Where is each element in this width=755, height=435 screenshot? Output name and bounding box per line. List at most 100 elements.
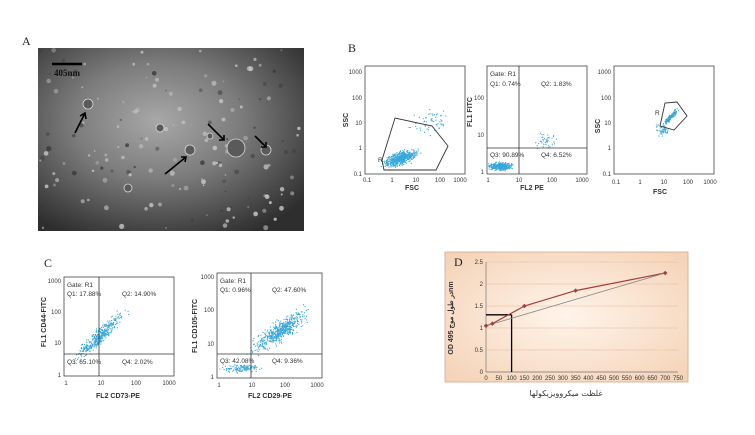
flow-event bbox=[406, 156, 408, 158]
d-xtick: 400 bbox=[583, 376, 594, 382]
flow-event bbox=[492, 165, 494, 167]
flow-event bbox=[290, 321, 292, 323]
flow-event bbox=[670, 116, 672, 118]
c-plot1-q3: Q3: 65.10% bbox=[67, 359, 102, 366]
flow-event bbox=[294, 317, 296, 319]
flow-event bbox=[279, 335, 281, 337]
flow-event bbox=[79, 350, 81, 352]
b-plot2-q1: Q1: 0.74% bbox=[490, 81, 521, 88]
flow-event bbox=[248, 368, 250, 370]
flow-event bbox=[97, 344, 99, 346]
flow-event bbox=[96, 344, 98, 346]
flow-event bbox=[402, 158, 404, 160]
flow-event bbox=[490, 164, 492, 166]
c-plot1-xlabel: FL2 CD73-PE bbox=[96, 393, 140, 400]
b-plot2-xtick-10: 10 bbox=[516, 178, 523, 184]
flow-event bbox=[116, 317, 118, 319]
flow-event bbox=[258, 346, 260, 348]
flow-event bbox=[500, 163, 502, 165]
flow-event bbox=[396, 162, 398, 164]
flow-event bbox=[389, 160, 391, 162]
flow-event bbox=[102, 333, 104, 335]
flow-event bbox=[92, 349, 94, 351]
flow-event bbox=[286, 333, 288, 335]
tem-particle bbox=[198, 88, 203, 93]
flow-event bbox=[282, 326, 284, 328]
flow-event bbox=[404, 161, 406, 163]
flow-event bbox=[422, 118, 424, 120]
flow-event bbox=[281, 332, 283, 334]
flow-event bbox=[305, 310, 307, 312]
flow-event bbox=[407, 155, 409, 157]
flow-event bbox=[397, 154, 399, 156]
tem-particle bbox=[226, 138, 229, 141]
flow-event bbox=[664, 129, 666, 131]
tem-particle bbox=[231, 218, 236, 224]
tem-particle bbox=[152, 83, 157, 88]
flow-event bbox=[92, 338, 94, 340]
flow-event bbox=[85, 351, 87, 353]
flow-event bbox=[271, 334, 273, 336]
flow-event bbox=[95, 337, 97, 339]
flow-event bbox=[101, 337, 103, 339]
flow-event bbox=[396, 165, 398, 167]
flow-event bbox=[88, 346, 90, 348]
flow-event bbox=[83, 348, 85, 350]
flow-event bbox=[264, 344, 266, 346]
flow-event bbox=[273, 336, 275, 338]
flow-event bbox=[284, 332, 286, 334]
tem-particle bbox=[128, 173, 132, 177]
flow-event bbox=[411, 154, 413, 156]
flow-event bbox=[277, 335, 279, 337]
flow-event bbox=[89, 350, 91, 352]
flow-event bbox=[665, 119, 667, 121]
flow-event bbox=[673, 113, 675, 115]
flow-event bbox=[665, 132, 667, 134]
flow-event bbox=[82, 343, 84, 345]
d-ytick: 2.5 bbox=[475, 260, 484, 266]
flow-event bbox=[84, 346, 86, 348]
flow-event bbox=[271, 332, 273, 334]
flow-event bbox=[110, 328, 112, 330]
flow-event bbox=[542, 139, 544, 141]
tem-particle bbox=[91, 169, 95, 172]
flow-event bbox=[660, 127, 662, 129]
flow-event bbox=[543, 134, 545, 136]
flow-event bbox=[441, 124, 443, 126]
flow-event bbox=[229, 369, 231, 371]
flow-event bbox=[397, 158, 399, 160]
flow-event bbox=[277, 331, 279, 333]
flow-event bbox=[498, 163, 500, 165]
flow-event bbox=[289, 332, 291, 334]
flow-event bbox=[238, 366, 240, 368]
flow-event bbox=[408, 161, 410, 163]
flow-event bbox=[101, 335, 103, 337]
flow-event bbox=[286, 324, 288, 326]
flow-event bbox=[275, 334, 277, 336]
flow-event bbox=[262, 340, 264, 342]
flow-event bbox=[278, 329, 280, 331]
b-plot2-xtick-100: 100 bbox=[547, 178, 558, 184]
flow-event bbox=[389, 161, 391, 163]
d-xlabel: غلظت میکروویزیکولها bbox=[529, 389, 602, 398]
flow-event bbox=[285, 329, 287, 331]
flow-event bbox=[255, 366, 257, 368]
flow-event bbox=[401, 158, 403, 160]
flow-event bbox=[415, 152, 417, 154]
tem-particle bbox=[48, 73, 51, 76]
flow-event bbox=[669, 119, 671, 121]
flow-event bbox=[262, 337, 264, 339]
tem-vesicle bbox=[155, 123, 165, 133]
flow-event bbox=[108, 324, 110, 326]
flow-event bbox=[491, 168, 493, 170]
flow-event bbox=[275, 336, 277, 338]
c-plot1-q1: Q1: 17.88% bbox=[67, 291, 102, 298]
flow-event bbox=[288, 329, 290, 331]
flow-event bbox=[280, 329, 282, 331]
flow-event bbox=[387, 161, 389, 163]
flow-event bbox=[99, 341, 101, 343]
tem-particle bbox=[284, 203, 289, 209]
flow-event bbox=[666, 132, 668, 134]
flow-event bbox=[283, 321, 285, 323]
flow-event bbox=[392, 162, 394, 164]
